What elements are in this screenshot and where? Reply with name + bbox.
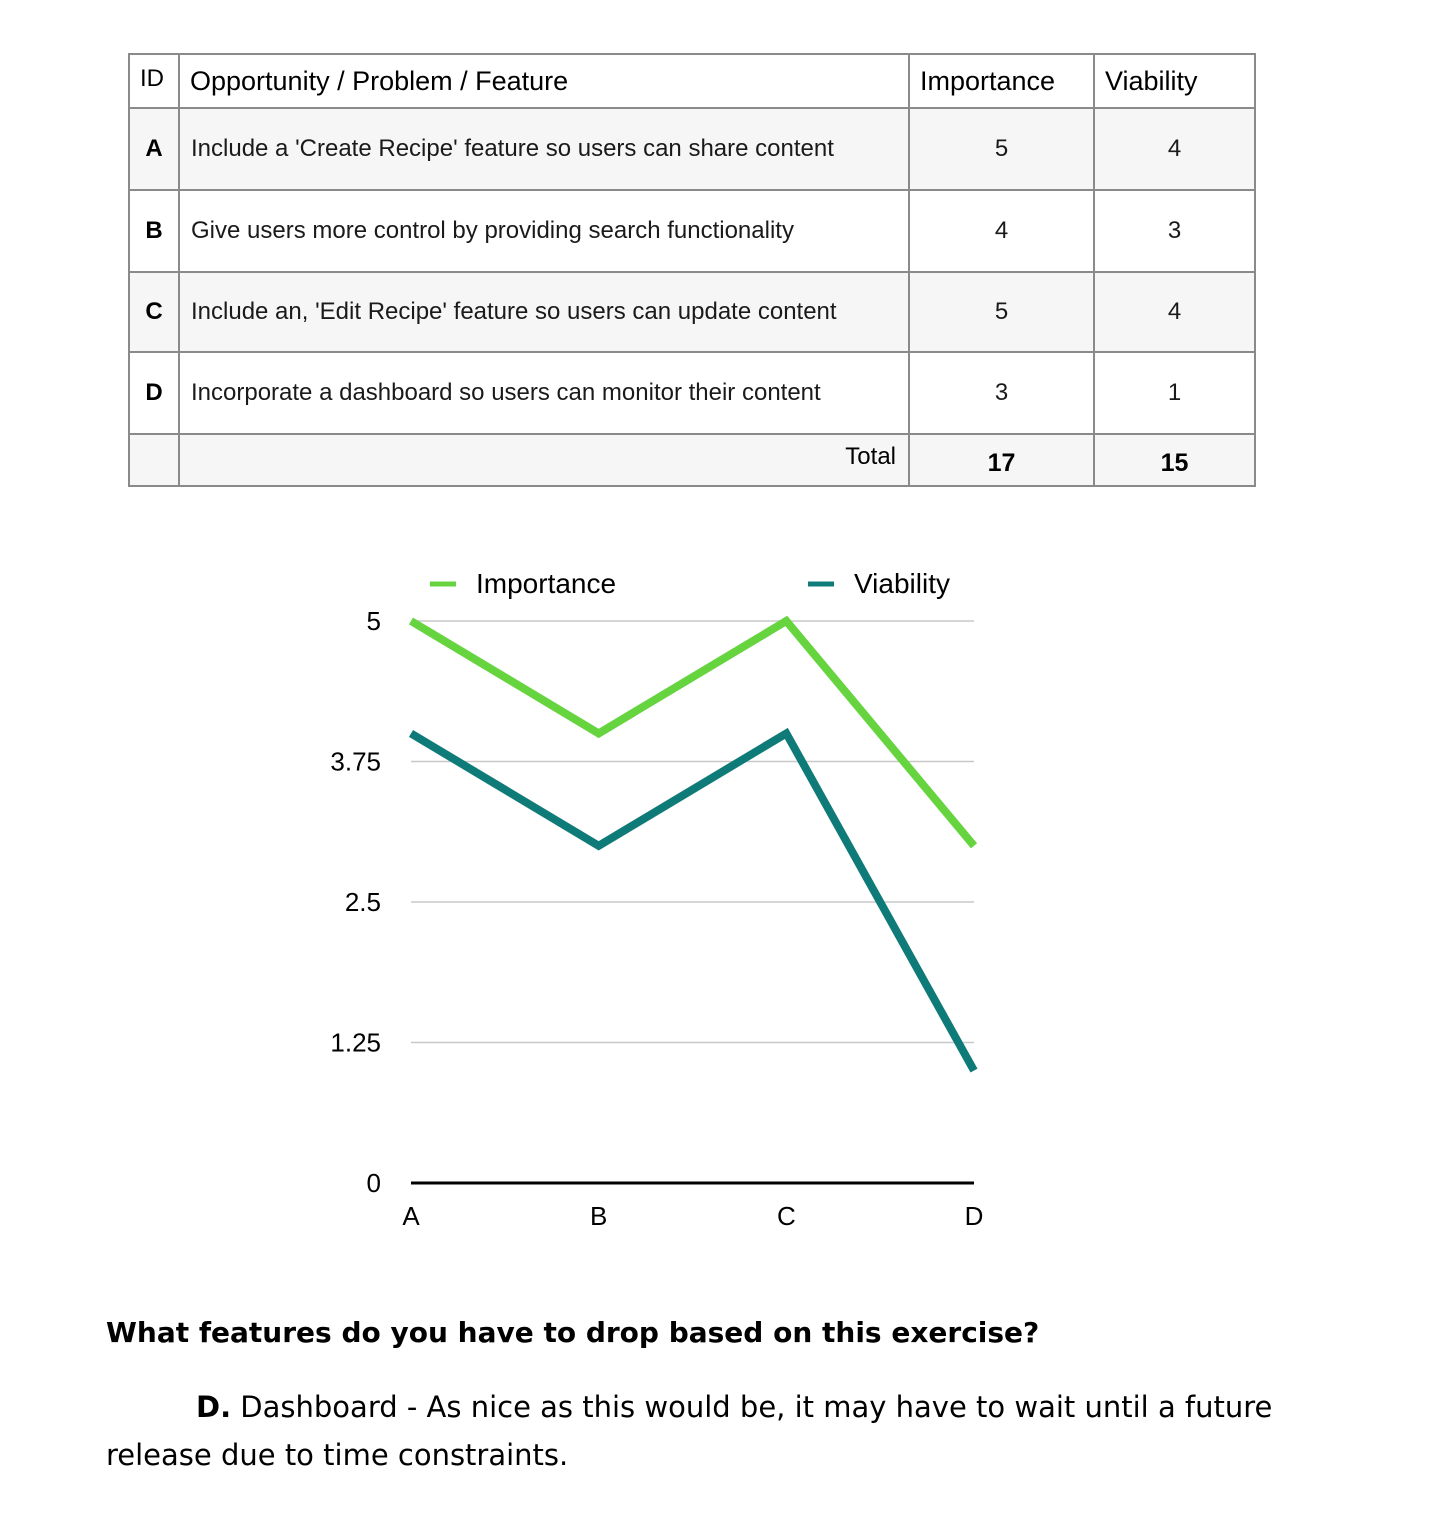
x-tick-label: C: [777, 1201, 796, 1231]
y-tick-label: 5: [367, 606, 381, 636]
chart-canvas: 0 1.25 2.5 3.75 5 A B C D Importance Viability: [330, 568, 984, 1231]
row-feature: Include a 'Create Recipe' feature so use…: [178, 107, 910, 191]
answer-paragraph: D. Dashboard - As nice as this would be,…: [106, 1383, 1306, 1479]
x-tick-label: A: [402, 1201, 420, 1231]
line-chart: 0 1.25 2.5 3.75 5 A B C D Importance Viability: [0, 540, 1440, 1260]
y-tick-label: 2.5: [345, 887, 381, 917]
total-viability: 15: [1093, 433, 1256, 487]
row-importance: 4: [908, 189, 1095, 273]
row-importance: 5: [908, 271, 1095, 353]
row-feature: Give users more control by providing sea…: [178, 189, 910, 273]
total-label: Total: [178, 433, 910, 487]
table-row: D Incorporate a dashboard so users can m…: [128, 351, 1256, 435]
row-viability: 1: [1093, 351, 1256, 435]
header-feature: Opportunity / Problem / Feature: [178, 53, 910, 109]
header-importance: Importance: [908, 53, 1095, 109]
row-feature: Incorporate a dashboard so users can mon…: [178, 351, 910, 435]
total-importance: 17: [908, 433, 1095, 487]
answer-letter: D.: [196, 1390, 232, 1424]
row-id: D: [128, 351, 180, 435]
series-line-importance: [408, 615, 978, 849]
y-tick-label: 3.75: [330, 747, 381, 777]
y-tick-label: 1.25: [330, 1028, 381, 1058]
row-id: A: [128, 107, 180, 191]
answer-text: Dashboard - As nice as this would be, it…: [106, 1390, 1273, 1472]
row-id: C: [128, 271, 180, 353]
row-viability: 4: [1093, 107, 1256, 191]
legend-label: Importance: [476, 568, 616, 599]
question-heading: What features do you have to drop based …: [106, 1316, 1040, 1349]
table-row: C Include an, 'Edit Recipe' feature so u…: [128, 271, 1256, 353]
y-tick-label: 0: [367, 1168, 381, 1198]
total-empty-cell: [128, 433, 180, 487]
row-importance: 5: [908, 107, 1095, 191]
header-viability: Viability: [1093, 53, 1256, 109]
table-total-row: Total 17 15: [128, 433, 1256, 487]
series-line-viability: [408, 727, 978, 1073]
x-tick-label: B: [590, 1201, 607, 1231]
legend-label: Viability: [854, 568, 950, 599]
row-feature: Include an, 'Edit Recipe' feature so use…: [178, 271, 910, 353]
prioritization-table: ID Opportunity / Problem / Feature Impor…: [128, 53, 1256, 487]
table-row: B Give users more control by providing s…: [128, 189, 1256, 273]
row-id: B: [128, 189, 180, 273]
table-header-row: ID Opportunity / Problem / Feature Impor…: [128, 53, 1256, 109]
row-importance: 3: [908, 351, 1095, 435]
row-viability: 4: [1093, 271, 1256, 353]
header-id: ID: [128, 53, 180, 109]
row-viability: 3: [1093, 189, 1256, 273]
x-tick-label: D: [965, 1201, 984, 1231]
table-row: A Include a 'Create Recipe' feature so u…: [128, 107, 1256, 191]
